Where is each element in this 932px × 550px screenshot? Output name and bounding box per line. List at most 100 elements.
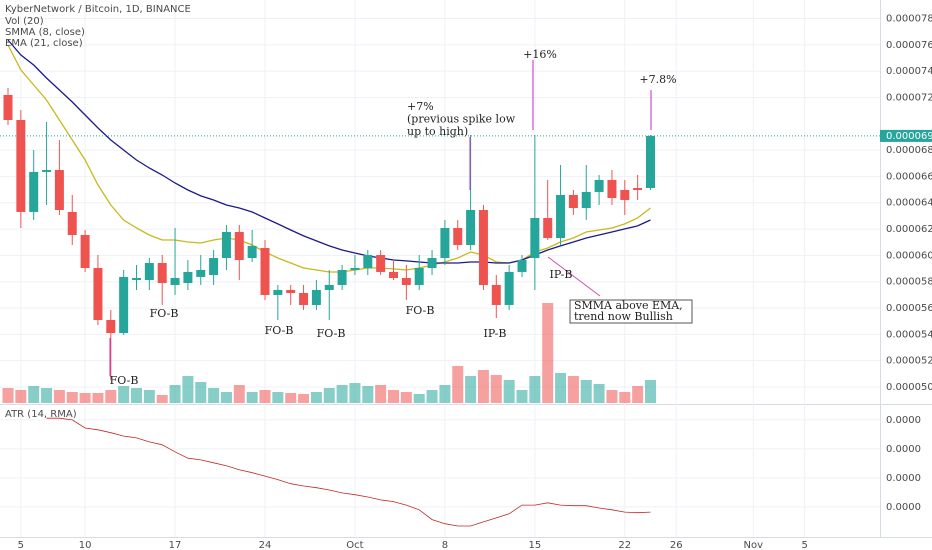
y-tick-label: 0.0000 (886, 444, 921, 455)
candle-body (363, 254, 373, 269)
annotation: IP-B (484, 327, 507, 340)
candle-body (478, 209, 488, 285)
volume-bar (632, 386, 644, 403)
candle-body (414, 268, 424, 285)
y-tick-label: 0.00006200 (886, 224, 932, 235)
volume-bar (555, 373, 567, 403)
volume-bar (645, 380, 656, 403)
candle-body (376, 254, 386, 272)
candle-body (16, 119, 26, 212)
x-tick-label: Oct (346, 540, 363, 550)
candle-body (427, 258, 437, 269)
volume-bar (529, 376, 541, 403)
annotation: (previous spike low (407, 113, 516, 126)
candle-body (389, 271, 398, 279)
x-tick-label: 15 (528, 540, 541, 550)
candle-body (54, 169, 64, 210)
annotation: +7.8% (639, 73, 676, 86)
annotation: FO-B (110, 374, 139, 387)
volume-bar (2, 388, 14, 403)
chart-title: KyberNetwork / Bitcoin, 1D, BINANCE (5, 4, 191, 15)
candle-body (183, 271, 193, 284)
candle-body (29, 171, 39, 212)
y-tick-label: 0.00005000 (886, 382, 932, 393)
volume-bar (41, 388, 53, 403)
x-tick-label: 24 (259, 540, 272, 550)
x-tick-label: 5 (18, 540, 24, 550)
indicator-label: Vol (20) (5, 16, 44, 27)
volume-bar (452, 366, 464, 403)
y-tick-label: 0.00007400 (886, 66, 932, 77)
volume-bar (79, 393, 91, 403)
candle-body (530, 218, 540, 259)
candle-body (157, 263, 167, 284)
volume-bar (182, 376, 194, 403)
volume-bar (349, 383, 361, 403)
candle-body (170, 278, 180, 285)
volume-bar (285, 393, 297, 403)
x-tick-label: 26 (670, 540, 683, 550)
candle-body (42, 169, 52, 172)
x-tick-label: 5 (802, 540, 808, 550)
volume-bar (220, 392, 232, 403)
candle-body (337, 269, 347, 285)
volume-bar (246, 392, 258, 403)
labels: KyberNetwork / Bitcoin, 1D, BINANCE Vol … (5, 4, 191, 420)
candle-body (504, 271, 514, 305)
ma-line (7, 39, 651, 264)
volume-bar (400, 392, 412, 403)
candle-body (543, 218, 553, 239)
volume-bar (15, 390, 27, 403)
volume-bar (310, 392, 322, 403)
annotation: +16% (523, 48, 557, 61)
grid (0, 0, 880, 537)
candle-body (80, 234, 90, 269)
y-tick-label: 0.0000 (886, 415, 921, 426)
volume-bar (298, 394, 310, 403)
y-tick-label: 0.0000 (886, 473, 921, 484)
candle-body (633, 188, 643, 190)
candle-body (3, 94, 13, 120)
volume-bar (233, 385, 245, 403)
candle-body (67, 211, 77, 235)
candle-body (196, 269, 206, 277)
volume-bar (169, 385, 181, 403)
annotation: FO-B (317, 327, 346, 340)
annotation: up to high) (407, 125, 468, 138)
volume-bar (66, 392, 78, 403)
annotation: trend now Bullish (574, 310, 673, 323)
volume-bar (362, 386, 374, 403)
volume-bar (156, 395, 168, 403)
candle-body (607, 179, 617, 199)
candle-body (440, 228, 450, 259)
y-tick-label: 0.00007600 (886, 40, 932, 51)
candle-body (286, 289, 296, 294)
volume-bar (606, 390, 618, 403)
candle-body (491, 284, 501, 305)
volume-bar (208, 388, 220, 403)
candle-body (466, 209, 476, 245)
candle-body (324, 284, 334, 290)
volume-bar (580, 380, 592, 403)
volume-bar (465, 376, 477, 403)
candle-body (594, 179, 604, 192)
candle-body (581, 191, 591, 209)
candle-body (299, 293, 309, 305)
volume-bar (439, 385, 451, 403)
volume-bar (426, 390, 438, 403)
volume-bar (143, 390, 155, 403)
y-tick-label: 0.00005800 (886, 277, 932, 288)
y-tick-label: 0.00005200 (886, 356, 932, 367)
candle-body (106, 319, 116, 334)
candle-body (401, 278, 411, 285)
y-tick-label: 0.00006600 (886, 171, 932, 182)
candle-body (620, 189, 630, 200)
last-price-box (880, 129, 932, 142)
candle-body (568, 194, 578, 209)
volume-bar (477, 370, 489, 403)
y-tick-label: 0.00006400 (886, 198, 932, 209)
candle-body (234, 231, 244, 260)
volume-bar (375, 385, 387, 403)
